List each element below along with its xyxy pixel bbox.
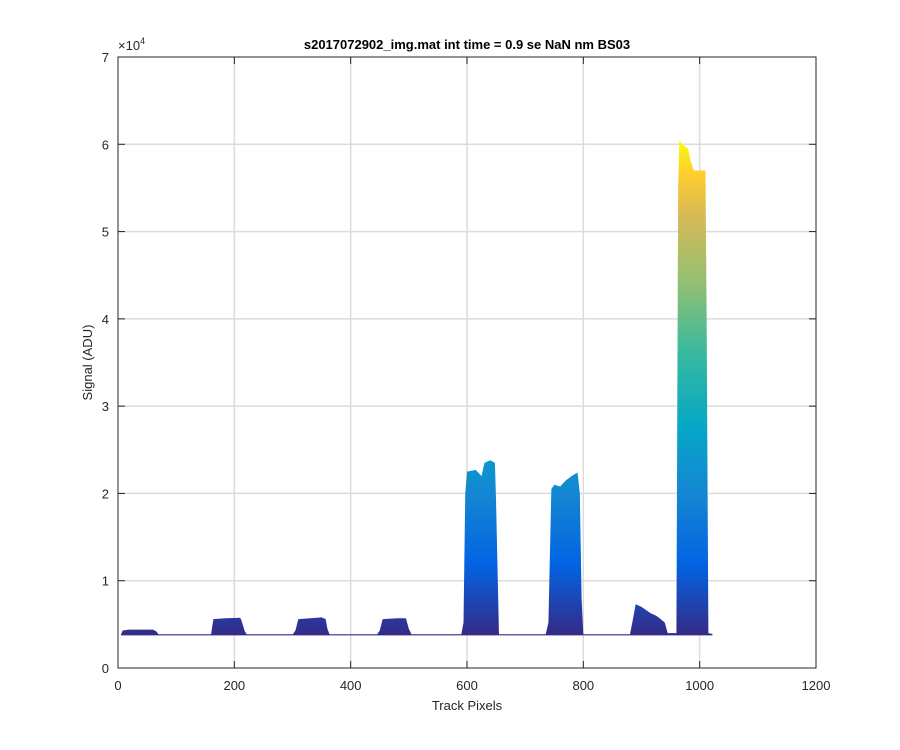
x-tick-label: 0 [114, 678, 121, 693]
x-tick-label: 600 [456, 678, 478, 693]
x-tick-label: 1000 [685, 678, 714, 693]
x-axis-label: Track Pixels [432, 698, 503, 713]
x-tick-label: 800 [572, 678, 594, 693]
x-tick-label: 200 [223, 678, 245, 693]
signal-series-area [120, 139, 713, 635]
y-tick-label: 0 [102, 661, 109, 676]
y-tick-label: 6 [102, 137, 109, 152]
chart-title: s2017072902_img.mat int time = 0.9 se Na… [304, 37, 630, 52]
y-tick-label: 2 [102, 486, 109, 501]
y-axis-ticks: 0 1 2 3 4 5 6 7 [102, 50, 816, 676]
y-tick-label: 5 [102, 225, 109, 240]
x-tick-label: 400 [340, 678, 362, 693]
y-tick-label: 3 [102, 399, 109, 414]
y-tick-label: 4 [102, 312, 109, 327]
y-exponent-base: ×10 [118, 38, 140, 53]
y-axis-label: Signal (ADU) [80, 325, 95, 401]
y-tick-label: 1 [102, 574, 109, 589]
x-tick-label: 1200 [802, 678, 831, 693]
y-tick-label: 7 [102, 50, 109, 65]
x-axis-ticks: 0 200 400 600 800 1000 1200 [114, 57, 830, 693]
y-exponent-power: 4 [140, 36, 145, 46]
y-axis-exponent: ×104 [118, 36, 145, 53]
